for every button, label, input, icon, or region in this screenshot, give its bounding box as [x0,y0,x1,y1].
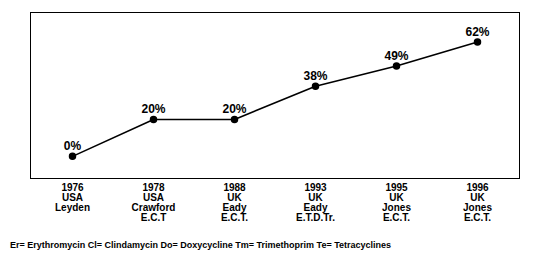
svg-text:49%: 49% [384,49,408,63]
svg-text:62%: 62% [465,25,489,39]
svg-text:1988UKEadyE.C.T.: 1988UKEadyE.C.T. [221,182,248,223]
svg-text:20%: 20% [141,102,165,116]
svg-text:1978USACrawfordE.C.T: 1978USACrawfordE.C.T [132,182,176,223]
svg-text:1996UKJonesE.C.T.: 1996UKJonesE.C.T. [463,182,492,223]
svg-text:20%: 20% [222,102,246,116]
svg-text:38%: 38% [303,69,327,83]
svg-text:1993UKEadyE.T.D.Tr.: 1993UKEadyE.T.D.Tr. [296,182,335,223]
html-text:Er= Erythromycin Cl= Clindamyc: Er= Erythromycin Cl= Clindamycin Do= Dox… [10,240,392,250]
svg-text:1976USALeyden: 1976USALeyden [55,182,90,213]
svg-text:1995UKJonesE.C.T.: 1995UKJonesE.C.T. [382,182,411,223]
svg-text:0%: 0% [64,139,82,153]
